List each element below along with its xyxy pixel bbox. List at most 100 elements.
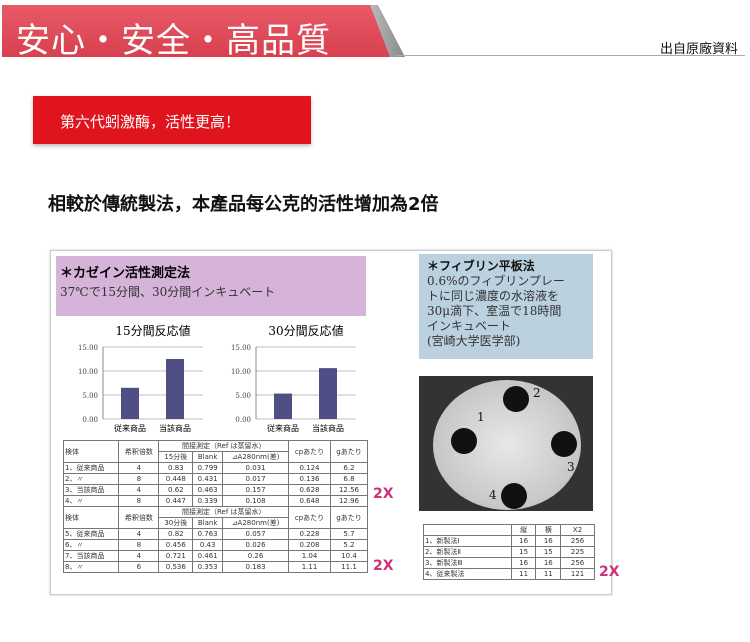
table-cell: 16 bbox=[510, 557, 537, 569]
table-cell: 0.124 bbox=[288, 462, 331, 474]
casein-desc: 37℃で15分間、30分間インキュベート bbox=[60, 285, 276, 299]
casein-title: ＊カゼイン活性測定法 bbox=[60, 266, 191, 281]
table-cell: 6 bbox=[118, 561, 160, 573]
table-row: 1、新製法Ⅰ 16 16 256 bbox=[423, 535, 595, 547]
table-cell: 横 bbox=[535, 524, 562, 536]
figure: ＊カゼイン活性測定法 37℃で15分間、30分間インキュベート 15分間反応値 0.… bbox=[50, 250, 620, 595]
table-cell: 15 bbox=[510, 546, 537, 558]
table-cell: 1、従来商品 bbox=[62, 462, 120, 474]
table-cell: 0.108 bbox=[222, 495, 290, 507]
table-row: 2、〃 8 0.448 0.431 0.017 0.136 6.8 bbox=[62, 473, 369, 485]
table-cell: 5、従来商品 bbox=[62, 528, 120, 540]
table-cell: cpあたり bbox=[288, 440, 331, 463]
table-cell: 5.2 bbox=[329, 539, 369, 551]
table-cell: 12.56 bbox=[329, 484, 369, 496]
table-cell: Blank bbox=[192, 517, 224, 529]
source-note: 出自原廠資料 bbox=[659, 42, 738, 57]
table-cell: gあたり bbox=[329, 440, 369, 463]
table-cell: 8 bbox=[118, 495, 160, 507]
table-cell: 0.353 bbox=[192, 561, 224, 573]
page-title: 安心・安全・高品質 bbox=[16, 21, 331, 61]
table-cell: 1.11 bbox=[288, 561, 331, 573]
table-cell: 11 bbox=[535, 568, 562, 580]
lysis-spot bbox=[451, 428, 477, 454]
table-cell: 2、〃 bbox=[62, 473, 120, 485]
table-cell: 0.208 bbox=[288, 539, 331, 551]
table-cell: 4 bbox=[118, 550, 160, 562]
table-row: 8、〃 6 0.536 0.353 0.183 1.11 11.1 bbox=[62, 561, 369, 573]
table-cell: 4 bbox=[118, 462, 160, 474]
table-cell: 4 bbox=[118, 528, 160, 540]
table-cell: 1、新製法Ⅰ bbox=[423, 535, 512, 547]
table-cell: 30分後 bbox=[158, 517, 194, 529]
table-cell: 0.339 bbox=[192, 495, 224, 507]
table-row: 5、従来商品 4 0.82 0.763 0.057 0.228 5.7 bbox=[62, 528, 369, 540]
table-row: 4、〃 8 0.447 0.339 0.108 0.648 12.96 bbox=[62, 495, 369, 507]
table-cell: 10.4 bbox=[329, 550, 369, 562]
table-cell: 6、〃 bbox=[62, 539, 120, 551]
2x-mark: 2X bbox=[599, 564, 620, 580]
table-cell: 0.461 bbox=[192, 550, 224, 562]
y-tick-label: 5.00 bbox=[82, 392, 98, 400]
fibrin-line: (宮崎大学医学部) bbox=[427, 334, 521, 348]
table-row: 6、〃 8 0.456 0.43 0.026 0.208 5.2 bbox=[62, 539, 369, 551]
table-cell: 256 bbox=[560, 557, 595, 569]
spot-label: 1 bbox=[477, 410, 485, 424]
fibrin-plate-photo: 1 2 3 4 bbox=[419, 376, 593, 511]
table-cell: 0.62 bbox=[158, 484, 194, 496]
y-tick-label: 0.00 bbox=[82, 416, 98, 424]
table-cell: 0.763 bbox=[192, 528, 224, 540]
table-cell: 検体 bbox=[62, 506, 120, 529]
table-cell: 6.2 bbox=[329, 462, 369, 474]
bar bbox=[121, 387, 139, 419]
table-cell: 0.83 bbox=[158, 462, 194, 474]
table-row: 3、当該商品 4 0.62 0.463 0.157 0.628 12.56 bbox=[62, 484, 369, 496]
table-cell: 3、当該商品 bbox=[62, 484, 120, 496]
table-cell: 12.96 bbox=[329, 495, 369, 507]
2x-mark: 2X bbox=[373, 486, 394, 502]
table-cell: 0.228 bbox=[288, 528, 331, 540]
table-row: 7、当該商品 4 0.721 0.461 0.26 1.04 10.4 bbox=[62, 550, 369, 562]
y-tick-label: 10.00 bbox=[78, 368, 98, 376]
table-cell: 121 bbox=[560, 568, 595, 580]
table-cell: 8、〃 bbox=[62, 561, 120, 573]
table-cell: 0.456 bbox=[158, 539, 194, 551]
fibrin-line: 0.6%のフィブリンプレー bbox=[427, 274, 565, 288]
bar-charts: 15分間反応値 0.00 5.00 10.00 15.00 従来商品 当該商品 30分間反応値… bbox=[78, 323, 356, 433]
y-tick-label: 5.00 bbox=[235, 392, 251, 400]
bar bbox=[166, 359, 184, 419]
table-cell: 0.463 bbox=[192, 484, 224, 496]
table-cell: 希釈倍数 bbox=[118, 440, 160, 463]
table-cell: 1.04 bbox=[288, 550, 331, 562]
lysis-spot bbox=[501, 483, 527, 509]
subtitle: 第六代蚓激酶，活性更高！ bbox=[60, 113, 241, 131]
table-cell: 256 bbox=[560, 535, 595, 547]
table-cell: 0.648 bbox=[288, 495, 331, 507]
table-cell: 8 bbox=[118, 473, 160, 485]
chart-title: 30分間反応値 bbox=[268, 323, 343, 338]
table-cell: 16 bbox=[535, 535, 562, 547]
table-cell: 16 bbox=[510, 535, 537, 547]
spot-label: 2 bbox=[533, 386, 541, 400]
table-row: 30分後 Blank ⊿A280nm(差) bbox=[64, 517, 368, 529]
table-cell: 4、〃 bbox=[62, 495, 120, 507]
table-row: 3、新製法Ⅲ 16 16 256 bbox=[423, 557, 595, 569]
y-tick-label: 10.00 bbox=[231, 368, 251, 376]
table-cell: 0.157 bbox=[222, 484, 290, 496]
table-cell: 6.8 bbox=[329, 473, 369, 485]
table-cell: 間接測定（Ref は蒸留水） bbox=[158, 506, 290, 518]
table-cell: 0.721 bbox=[158, 550, 194, 562]
table-cell: 0.43 bbox=[192, 539, 224, 551]
table-cell: 0.799 bbox=[192, 462, 224, 474]
chart-title: 15分間反応値 bbox=[115, 323, 190, 338]
table-cell: 4、従来製法 bbox=[423, 568, 512, 580]
table-cell: 4 bbox=[118, 484, 160, 496]
spot-label: 3 bbox=[567, 460, 575, 474]
table-cell: 0.017 bbox=[222, 473, 290, 485]
table-cell: 0.031 bbox=[222, 462, 290, 474]
table-cell: 0.26 bbox=[222, 550, 290, 562]
table-cell: 希釈倍数 bbox=[118, 506, 160, 529]
table-row: 縦横 X2 bbox=[423, 524, 595, 536]
divider bbox=[395, 55, 745, 56]
table-cell: 2、新製法Ⅱ bbox=[423, 546, 512, 558]
